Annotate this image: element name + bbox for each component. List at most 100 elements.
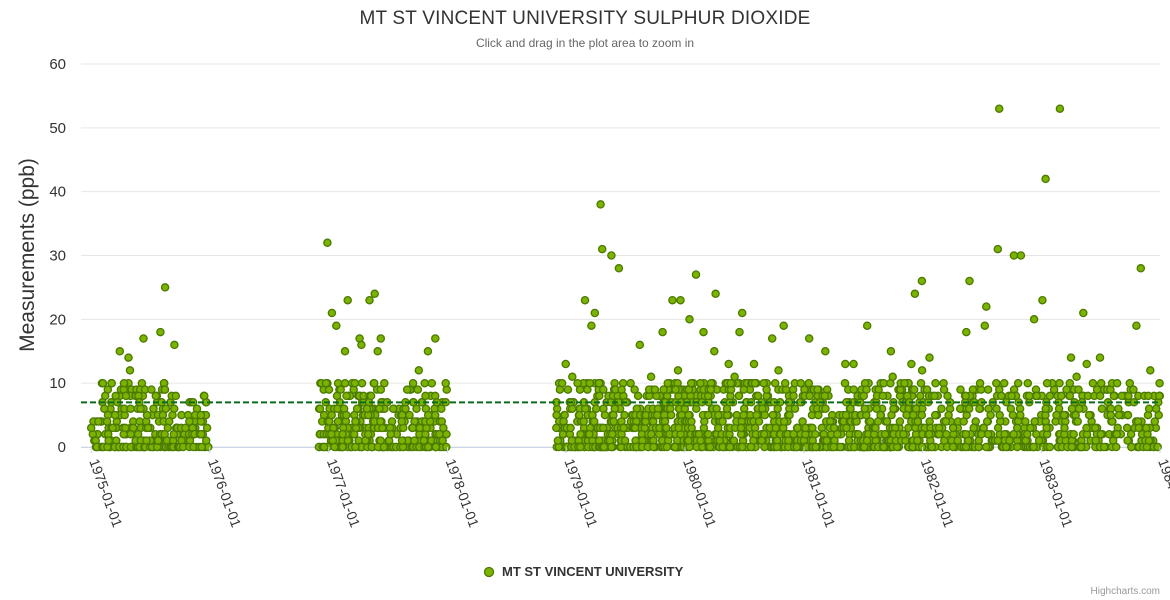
data-point[interactable] — [599, 385, 608, 394]
data-point[interactable] — [149, 404, 158, 413]
data-point[interactable] — [408, 378, 418, 388]
data-point[interactable] — [170, 340, 179, 350]
data-point[interactable] — [862, 321, 872, 330]
data-point[interactable] — [1127, 442, 1136, 452]
data-point[interactable] — [995, 410, 1004, 420]
data-point[interactable] — [813, 385, 822, 394]
data-point[interactable] — [1123, 436, 1132, 445]
data-point[interactable] — [670, 442, 680, 452]
data-point[interactable] — [196, 429, 206, 439]
data-point[interactable] — [805, 391, 814, 401]
data-point[interactable] — [1106, 410, 1116, 420]
data-point[interactable] — [662, 442, 672, 452]
data-point[interactable] — [1007, 391, 1016, 401]
data-point[interactable] — [652, 410, 662, 420]
data-point[interactable] — [340, 378, 350, 388]
legend-item-label[interactable]: MT ST VINCENT UNIVERSITY — [502, 564, 684, 579]
data-point[interactable] — [711, 289, 720, 299]
data-point[interactable] — [804, 378, 814, 388]
data-point[interactable] — [200, 391, 209, 401]
data-point[interactable] — [849, 385, 858, 394]
data-point[interactable] — [878, 391, 888, 401]
data-point[interactable] — [1109, 391, 1119, 401]
data-point[interactable] — [614, 264, 624, 273]
data-point[interactable] — [369, 378, 379, 388]
data-point[interactable] — [1079, 308, 1088, 318]
data-point[interactable] — [1041, 174, 1050, 184]
data-point[interactable] — [737, 308, 747, 318]
data-point[interactable] — [1122, 423, 1132, 433]
data-point[interactable] — [197, 442, 207, 452]
data-point[interactable] — [568, 372, 577, 382]
data-point[interactable] — [801, 423, 810, 433]
data-point[interactable] — [380, 378, 389, 388]
data-point[interactable] — [350, 378, 360, 388]
data-point[interactable] — [961, 391, 970, 401]
data-point[interactable] — [685, 315, 694, 324]
data-point[interactable] — [713, 410, 723, 420]
data-point[interactable] — [1144, 404, 1154, 413]
data-point[interactable] — [1059, 410, 1069, 420]
data-point[interactable] — [580, 295, 590, 305]
data-point[interactable] — [750, 378, 760, 388]
data-point[interactable] — [397, 417, 407, 426]
data-point[interactable] — [366, 391, 376, 401]
data-point[interactable] — [939, 385, 949, 394]
data-point[interactable] — [330, 442, 339, 452]
data-point[interactable] — [585, 378, 595, 388]
data-point[interactable] — [376, 385, 386, 394]
data-point[interactable] — [376, 417, 385, 426]
data-point[interactable] — [770, 378, 780, 388]
data-point[interactable] — [1155, 391, 1164, 401]
data-point[interactable] — [124, 353, 133, 362]
data-point[interactable] — [410, 436, 419, 445]
data-point[interactable] — [724, 359, 733, 369]
data-point[interactable] — [900, 378, 909, 388]
data-point[interactable] — [779, 417, 789, 426]
data-point[interactable] — [1095, 353, 1105, 362]
data-point[interactable] — [1029, 315, 1039, 324]
data-point[interactable] — [956, 385, 965, 394]
data-point[interactable] — [1016, 251, 1026, 260]
data-point[interactable] — [1042, 423, 1051, 433]
data-point[interactable] — [102, 417, 112, 426]
data-point[interactable] — [671, 385, 680, 394]
data-point[interactable] — [169, 404, 179, 413]
data-point[interactable] — [607, 442, 616, 452]
data-point[interactable] — [566, 423, 575, 433]
data-point[interactable] — [962, 327, 971, 337]
data-point[interactable] — [1057, 391, 1066, 401]
data-point[interactable] — [408, 423, 417, 433]
data-point[interactable] — [790, 404, 800, 413]
data-point[interactable] — [1132, 321, 1141, 330]
data-point[interactable] — [841, 359, 850, 369]
data-point[interactable] — [617, 385, 626, 394]
data-point[interactable] — [596, 200, 605, 209]
data-point[interactable] — [925, 353, 934, 362]
data-point[interactable] — [323, 238, 332, 247]
data-point[interactable] — [879, 442, 888, 452]
data-point[interactable] — [119, 378, 129, 388]
data-point[interactable] — [1060, 423, 1069, 433]
data-point[interactable] — [930, 391, 939, 401]
data-point[interactable] — [1125, 378, 1135, 388]
data-point[interactable] — [1024, 391, 1034, 401]
data-point[interactable] — [196, 410, 206, 420]
credits-link[interactable]: Highcharts.com — [1091, 586, 1160, 597]
data-point[interactable] — [315, 404, 325, 413]
data-point[interactable] — [913, 417, 923, 426]
data-point[interactable] — [126, 429, 135, 439]
data-point[interactable] — [779, 321, 788, 330]
data-point[interactable] — [630, 423, 640, 433]
data-point[interactable] — [948, 442, 958, 452]
data-point[interactable] — [1066, 353, 1076, 362]
data-point[interactable] — [646, 372, 656, 382]
data-point[interactable] — [880, 429, 890, 439]
data-point[interactable] — [1038, 295, 1047, 305]
data-point[interactable] — [860, 404, 870, 413]
data-point[interactable] — [1012, 423, 1022, 433]
data-point[interactable] — [375, 404, 384, 413]
data-point[interactable] — [576, 429, 585, 439]
data-point[interactable] — [94, 417, 103, 426]
